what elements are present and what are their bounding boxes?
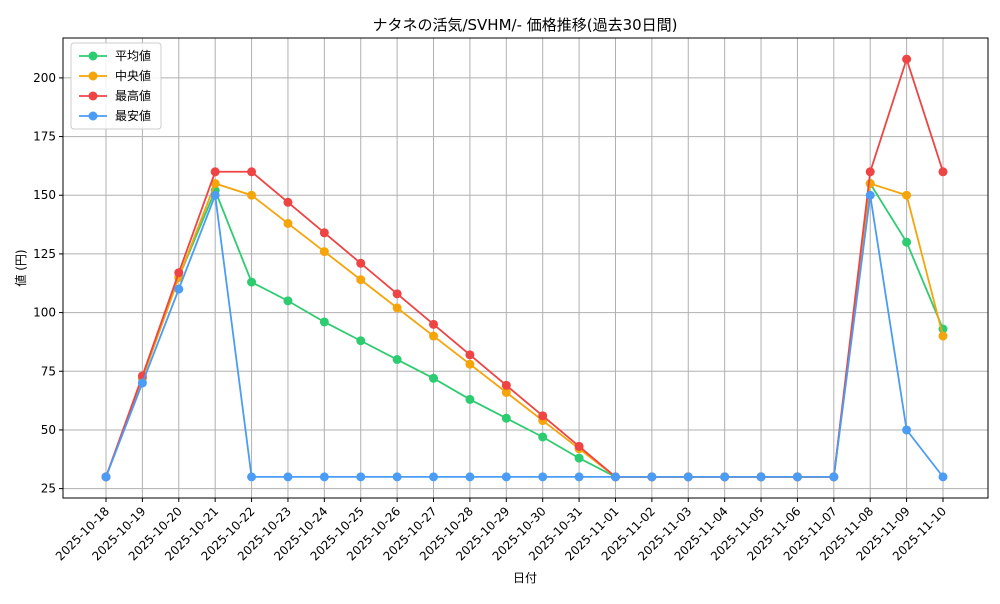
legend-marker — [88, 91, 98, 101]
data-point — [392, 472, 402, 482]
y-tick-label: 25 — [41, 482, 56, 496]
x-axis-label: 日付 — [513, 571, 537, 585]
data-point — [574, 441, 584, 451]
data-point — [247, 472, 257, 482]
y-tick-label: 75 — [41, 364, 56, 378]
data-point — [938, 472, 948, 482]
series-line — [105, 182, 944, 478]
legend-marker — [88, 111, 98, 121]
legend-label: 平均値 — [115, 48, 151, 63]
data-point — [392, 289, 402, 299]
data-point — [756, 472, 766, 482]
data-point — [210, 167, 220, 177]
data-point — [501, 413, 511, 423]
legend-label: 中央値 — [115, 68, 151, 83]
data-point — [137, 378, 147, 388]
series-line — [105, 180, 944, 478]
data-point — [574, 453, 584, 463]
data-point — [247, 167, 257, 177]
series-line — [105, 194, 944, 478]
legend-marker — [88, 71, 98, 81]
legend-box — [70, 42, 162, 130]
data-point — [392, 355, 402, 365]
data-point — [429, 373, 439, 383]
data-point — [319, 317, 329, 327]
series-group — [101, 54, 948, 482]
y-tick-label: 175 — [33, 130, 56, 144]
data-point — [392, 303, 402, 313]
data-point — [792, 472, 802, 482]
y-tick-label: 150 — [33, 188, 56, 202]
y-tick-label: 200 — [33, 71, 56, 85]
data-point — [865, 179, 875, 189]
data-point — [465, 359, 475, 369]
data-point — [647, 472, 657, 482]
data-point — [319, 228, 329, 238]
data-point — [574, 472, 584, 482]
data-point — [720, 472, 730, 482]
data-point — [319, 247, 329, 257]
plot-frame — [62, 37, 989, 499]
y-tick-label: 100 — [33, 306, 56, 320]
data-point — [356, 472, 366, 482]
data-point — [829, 472, 839, 482]
data-point — [501, 380, 511, 390]
data-point — [247, 277, 257, 287]
data-point — [356, 258, 366, 268]
legend-label: 最安値 — [115, 108, 151, 123]
data-point — [610, 472, 620, 482]
data-point — [429, 472, 439, 482]
y-axis-label: 値 (円) — [13, 249, 28, 286]
legend-marker — [88, 51, 98, 61]
data-point — [356, 275, 366, 285]
data-point — [865, 167, 875, 177]
series-group — [101, 190, 948, 482]
series-group — [101, 179, 948, 482]
data-point — [283, 296, 293, 306]
series-lines — [101, 54, 948, 482]
data-point — [538, 432, 548, 442]
data-point — [902, 237, 912, 247]
data-point — [283, 472, 293, 482]
data-point — [501, 387, 511, 397]
data-point — [902, 190, 912, 200]
data-point — [938, 331, 948, 341]
data-point — [247, 190, 257, 200]
data-point — [283, 197, 293, 207]
chart-title: ナタネの活気/SVHM/- 価格推移(過去30日間) — [372, 16, 677, 34]
data-point — [101, 472, 111, 482]
data-point — [174, 284, 184, 294]
grid — [63, 38, 988, 498]
data-point — [429, 319, 439, 329]
data-point — [210, 190, 220, 200]
data-point — [465, 394, 475, 404]
data-point — [538, 472, 548, 482]
data-point — [902, 425, 912, 435]
data-point — [210, 179, 220, 189]
data-point — [465, 472, 475, 482]
legend-label: 最高値 — [115, 88, 151, 103]
data-point — [283, 218, 293, 228]
data-point — [938, 167, 948, 177]
data-point — [501, 472, 511, 482]
data-point — [902, 54, 912, 64]
data-point — [683, 472, 693, 482]
y-tick-label: 125 — [33, 247, 56, 261]
data-point — [865, 190, 875, 200]
data-point — [429, 331, 439, 341]
data-point — [356, 336, 366, 346]
data-point — [174, 268, 184, 278]
series-line — [105, 56, 944, 478]
data-point — [319, 472, 329, 482]
data-point — [465, 350, 475, 360]
y-tick-label: 50 — [41, 423, 56, 437]
data-point — [538, 411, 548, 421]
axes: 2025-10-182025-10-192025-10-202025-10-21… — [33, 37, 989, 563]
